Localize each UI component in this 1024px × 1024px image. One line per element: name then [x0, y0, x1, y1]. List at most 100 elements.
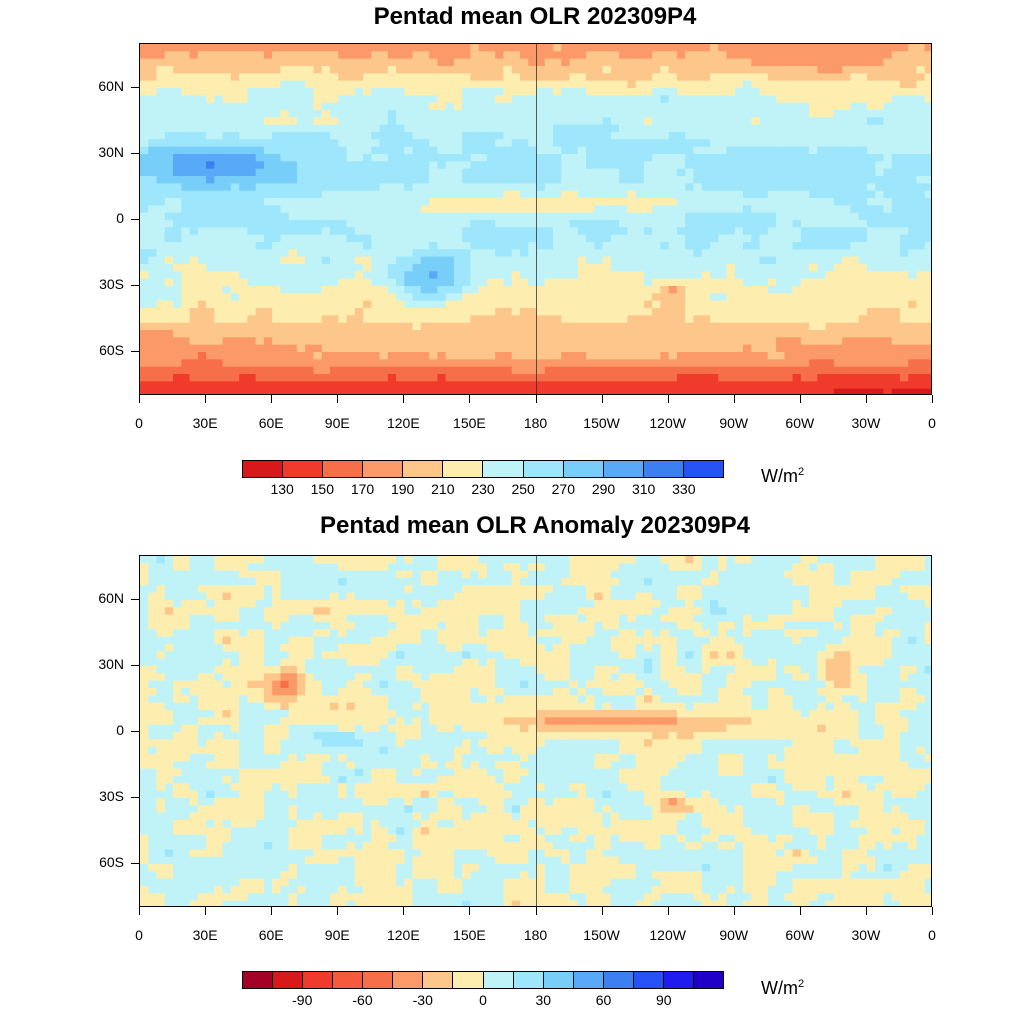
heat-cell	[751, 234, 761, 243]
heat-cell	[412, 315, 422, 324]
heat-cell	[503, 570, 513, 579]
heat-cell	[329, 286, 339, 294]
heat-cell	[429, 124, 438, 133]
heat-cell	[701, 315, 711, 324]
heat-cell	[164, 73, 174, 82]
heat-cell	[164, 44, 174, 52]
heat-cell	[437, 359, 447, 368]
heat-cell	[883, 154, 893, 162]
heat-cell	[767, 271, 777, 280]
heat-cell	[478, 242, 488, 250]
heat-cell	[371, 168, 381, 177]
heat-cell	[189, 110, 199, 118]
heat-cell	[544, 176, 554, 184]
heat-cell	[445, 315, 455, 324]
heat-cell	[445, 88, 455, 96]
heat-cell	[247, 570, 257, 579]
heat-cell	[652, 249, 662, 258]
heat-cell	[173, 146, 182, 155]
heat-cell	[230, 110, 240, 118]
heat-cell	[726, 117, 736, 126]
heat-cell	[511, 570, 521, 579]
heat-cell	[255, 88, 265, 96]
heat-cell	[156, 102, 166, 111]
heat-cell	[751, 168, 761, 177]
heat-cell	[825, 308, 835, 316]
heat-cell	[503, 73, 513, 82]
heat-cell	[511, 58, 521, 67]
heat-cell	[511, 563, 521, 572]
heat-cell	[577, 308, 587, 316]
heat-cell	[379, 337, 389, 346]
heat-cell	[676, 359, 686, 368]
heat-cell	[305, 570, 315, 579]
heat-cell	[676, 315, 686, 324]
heat-cell	[685, 168, 695, 177]
heat-cell	[470, 308, 480, 316]
heat-cell	[379, 73, 389, 82]
heat-cell	[701, 388, 711, 394]
heat-cell	[453, 322, 463, 331]
heat-cell	[329, 249, 339, 258]
heat-cell	[610, 102, 620, 111]
heat-cell	[875, 344, 885, 353]
heat-cell	[784, 95, 794, 104]
heat-cell	[371, 242, 381, 250]
heat-cell	[850, 132, 860, 140]
heat-cell	[329, 58, 339, 67]
heat-cell	[643, 73, 653, 82]
heat-cell	[173, 388, 182, 394]
heat-cell	[544, 322, 554, 331]
heat-cell	[346, 308, 356, 316]
heat-cell	[148, 293, 158, 302]
heat-cell	[718, 88, 728, 96]
heat-cell	[247, 315, 257, 324]
heat-cell	[734, 190, 744, 199]
heat-cell	[387, 344, 397, 353]
heat-cell	[924, 293, 931, 302]
heat-cell	[866, 381, 876, 390]
heat-cell	[569, 220, 579, 228]
heat-cell	[866, 293, 876, 302]
heat-cell	[792, 322, 802, 331]
heat-cell	[321, 315, 331, 324]
heat-cell	[371, 578, 381, 586]
heat-cell	[693, 132, 703, 140]
heat-cell	[206, 95, 215, 104]
heat-cell	[734, 359, 744, 368]
heat-cell	[495, 293, 505, 302]
heat-cell	[544, 205, 554, 214]
colorbar-tick-label: 270	[551, 481, 576, 497]
heat-cell	[354, 264, 364, 272]
heat-cell	[569, 315, 579, 324]
heat-cell	[635, 161, 645, 170]
heat-cell	[420, 278, 430, 287]
heat-cell	[462, 271, 472, 280]
heat-cell	[247, 139, 257, 148]
heat-cell	[288, 234, 298, 243]
heat-cell	[230, 95, 240, 104]
heat-cell	[189, 102, 199, 111]
heat-cell	[412, 88, 422, 96]
heat-cell	[371, 183, 381, 192]
heat-cell	[453, 374, 463, 382]
heat-cell	[833, 381, 843, 390]
heat-cell	[908, 374, 918, 382]
heat-cell	[734, 212, 744, 221]
heat-cell	[305, 556, 315, 564]
heat-cell	[594, 570, 604, 579]
heat-cell	[908, 132, 918, 140]
heat-cell	[660, 374, 670, 382]
heat-cell	[329, 110, 339, 118]
heat-cell	[883, 183, 893, 192]
heat-cell	[470, 176, 480, 184]
heat-cell	[189, 124, 199, 133]
heat-cell	[602, 359, 612, 368]
heat-cell	[379, 132, 389, 140]
heat-cell	[743, 256, 752, 265]
heat-cell	[528, 139, 538, 148]
heat-cell	[544, 264, 554, 272]
heat-cell	[412, 366, 422, 375]
heat-cell	[916, 308, 926, 316]
heat-cell	[164, 102, 174, 111]
